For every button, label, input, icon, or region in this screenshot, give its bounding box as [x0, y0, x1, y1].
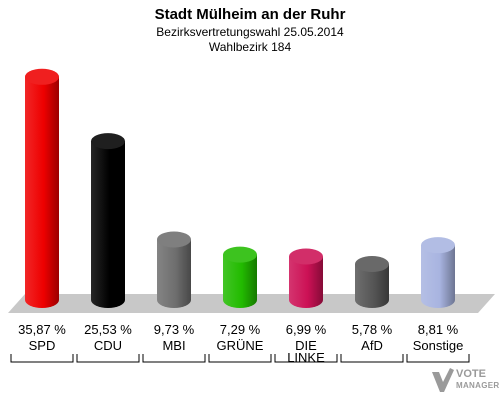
bar-top [91, 133, 125, 150]
bar-afd [355, 256, 389, 308]
bar-top [223, 246, 257, 263]
logo-text-manager: MANAGER [456, 381, 500, 390]
bars-group [25, 68, 455, 308]
bar-body [91, 141, 125, 308]
category-label: LINKE [287, 350, 325, 365]
bar-body [355, 264, 389, 308]
category-label: DIE [295, 338, 317, 353]
logo-text-vote: VOTE [456, 368, 486, 380]
value-label: 35,87 % [18, 322, 66, 337]
vote-manager-logo: VOTE MANAGER [430, 366, 500, 396]
category-bracket [208, 354, 272, 363]
chart-title: Stadt Mülheim an der Ruhr [154, 6, 346, 23]
bar-die-linke [289, 248, 323, 308]
value-label: 8,81 % [418, 322, 459, 337]
value-label: 6,99 % [286, 322, 327, 337]
bar-body [223, 254, 257, 308]
bar-sonstige [421, 237, 455, 308]
bar-top [289, 248, 323, 265]
category-label: AfD [361, 338, 383, 353]
category-label: CDU [94, 338, 122, 353]
bar-top [355, 256, 389, 273]
value-label: 9,73 % [154, 322, 195, 337]
category-label: GRÜNE [217, 338, 264, 353]
value-label: 7,29 % [220, 322, 261, 337]
bar-spd [25, 68, 59, 308]
category-label: SPD [29, 338, 56, 353]
district-label: Wahlbezirk 184 [208, 40, 292, 54]
bar-body [289, 256, 323, 308]
value-label: 25,53 % [84, 322, 132, 337]
bar-top [421, 237, 455, 254]
category-bracket [142, 354, 206, 363]
category-bracket [406, 354, 470, 363]
bar-body [421, 245, 455, 308]
bar-grüne [223, 246, 257, 308]
chart-subtitle: Bezirksvertretungswahl 25.05.2014 [156, 25, 344, 39]
bar-top [25, 68, 59, 85]
category-label: Sonstige [413, 338, 464, 353]
bar-mbi [157, 231, 191, 308]
category-bracket [76, 354, 140, 363]
value-label: 5,78 % [352, 322, 393, 337]
bar-top [157, 231, 191, 248]
category-bracket [340, 354, 404, 363]
bar-body [25, 76, 59, 308]
category-label: MBI [162, 338, 185, 353]
category-bracket [10, 354, 74, 363]
category-bracket [274, 354, 338, 363]
labels-group: 35,87 %SPD 25,53 %CDU 9,73 %MBI 7,29 %GRÜNE… [10, 322, 470, 365]
logo-icon [432, 368, 454, 392]
bar-cdu [91, 133, 125, 308]
bar-body [157, 239, 191, 308]
